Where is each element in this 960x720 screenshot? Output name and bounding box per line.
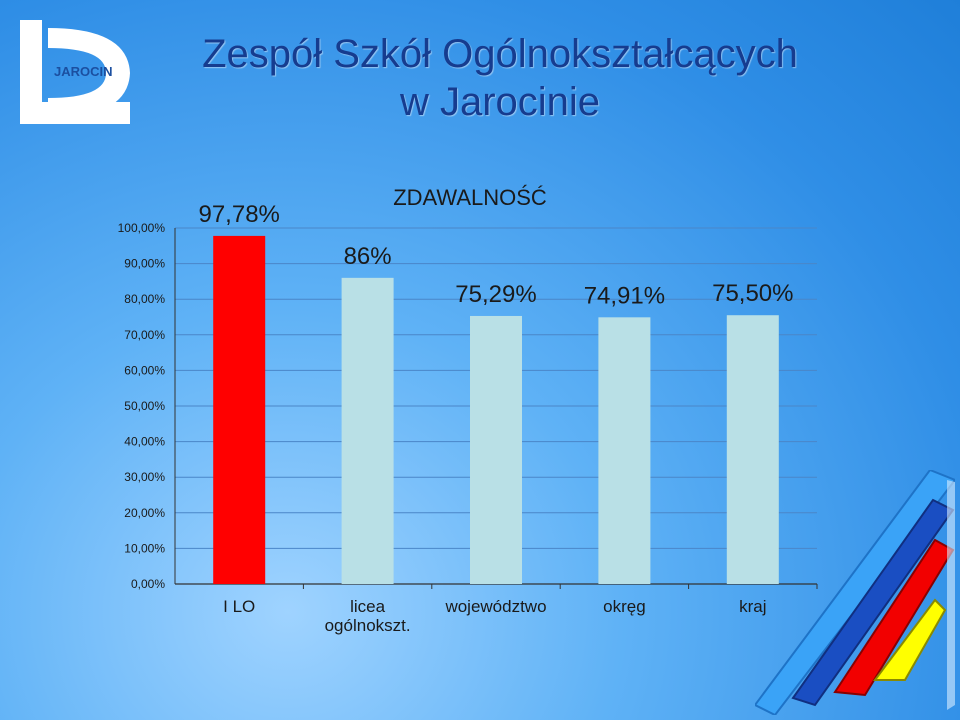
- title-line-2: w Jarocinie: [399, 80, 601, 124]
- data-label: 74,91%: [584, 282, 665, 309]
- y-tick-label: 20,00%: [124, 506, 165, 520]
- data-label: 97,78%: [198, 201, 279, 228]
- x-tick-label: województwo: [444, 597, 546, 616]
- decorative-triangle-graphic: [755, 470, 955, 715]
- title-line-1: Zespół Szkół Ogólnokształcących: [202, 32, 798, 76]
- y-tick-label: 30,00%: [124, 470, 165, 484]
- logo-text: JAROCIN: [54, 64, 113, 79]
- bar: [598, 317, 651, 584]
- x-tick-label: kraj: [739, 597, 766, 616]
- y-tick-label: 80,00%: [124, 292, 165, 306]
- school-logo: JAROCIN: [20, 20, 130, 124]
- y-tick-label: 60,00%: [124, 363, 165, 377]
- y-tick-label: 40,00%: [124, 435, 165, 449]
- y-tick-label: 100,00%: [118, 221, 166, 235]
- bar: [213, 235, 266, 584]
- y-tick-label: 70,00%: [124, 328, 165, 342]
- y-tick-label: 90,00%: [124, 257, 165, 271]
- page-title: Zespół Szkół Ogólnokształcących w Jaroci…: [180, 30, 820, 126]
- chart-title: ZDAWALNOŚĆ: [393, 185, 547, 210]
- data-label: 75,29%: [455, 281, 536, 308]
- data-label: 86%: [344, 243, 392, 270]
- x-tick-label: okręg: [603, 597, 646, 616]
- data-label: 75,50%: [712, 280, 793, 307]
- bar: [726, 315, 779, 584]
- y-tick-label: 10,00%: [124, 541, 165, 555]
- bar: [341, 277, 394, 584]
- y-tick-label: 50,00%: [124, 399, 165, 413]
- x-tick-label: I LO: [223, 597, 255, 616]
- y-tick-label: 0,00%: [131, 577, 165, 591]
- x-tick-label: licea ogólnokszt.: [325, 597, 411, 635]
- bar: [470, 315, 522, 584]
